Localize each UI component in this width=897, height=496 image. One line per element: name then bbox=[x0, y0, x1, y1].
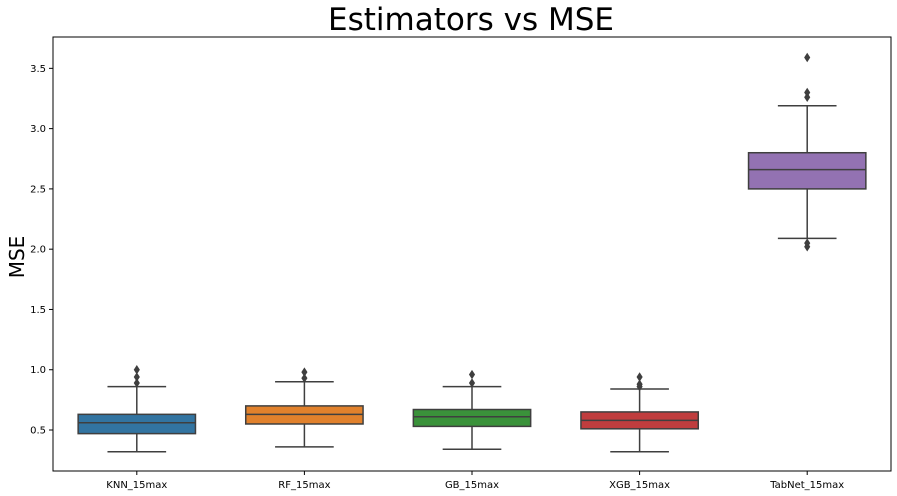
box-group-xgb-15max bbox=[580, 372, 700, 453]
outlier-point bbox=[804, 92, 811, 103]
outlier-point bbox=[636, 379, 643, 389]
y-axis: 0.5 1.0 1.5 2.0 2.5 3.0 3.5 bbox=[30, 64, 53, 437]
boxes bbox=[77, 52, 867, 453]
x-tick-label: XGB_15max bbox=[609, 480, 670, 491]
x-tick-label: KNN_15max bbox=[106, 480, 167, 491]
outlier-point bbox=[133, 378, 140, 388]
y-tick-label: 3.5 bbox=[30, 64, 46, 75]
x-tick-label: GB_15max bbox=[445, 480, 499, 491]
chart-title: Estimators vs MSE bbox=[328, 2, 614, 38]
box-group-tabnet-15max bbox=[747, 52, 867, 252]
y-tick-label: 0.5 bbox=[30, 426, 46, 437]
iqr-box bbox=[412, 408, 532, 428]
outlier-point bbox=[301, 367, 308, 377]
outlier-point bbox=[468, 369, 476, 380]
y-tick-label: 1.5 bbox=[30, 305, 46, 316]
y-tick-label: 3.0 bbox=[30, 124, 46, 135]
outlier-point bbox=[468, 378, 476, 388]
outlier-point bbox=[301, 373, 308, 383]
outlier-point bbox=[804, 52, 811, 63]
outlier-point bbox=[804, 238, 811, 248]
y-tick-label: 2.5 bbox=[30, 184, 46, 195]
y-tick-label: 2.0 bbox=[30, 245, 46, 256]
outlier-point bbox=[636, 372, 643, 382]
iqr-box bbox=[747, 151, 867, 190]
x-tick-label: RF_15max bbox=[278, 480, 330, 491]
outlier-point bbox=[804, 87, 811, 98]
outlier-point bbox=[133, 364, 140, 375]
y-tick-label: 1.0 bbox=[30, 365, 46, 376]
plot-frame bbox=[52, 36, 892, 472]
box-group-gb-15max bbox=[412, 369, 532, 451]
x-tick-label: TabNet_15max bbox=[769, 480, 844, 491]
box-group-knn-15max bbox=[77, 364, 197, 453]
box-group-rf-15max bbox=[244, 367, 364, 448]
x-axis: KNN_15max RF_15max GB_15max XGB_15max TabNet… bbox=[106, 471, 844, 491]
y-axis-label: MSE bbox=[5, 236, 29, 279]
iqr-box bbox=[77, 413, 197, 435]
outlier-point bbox=[133, 372, 140, 382]
